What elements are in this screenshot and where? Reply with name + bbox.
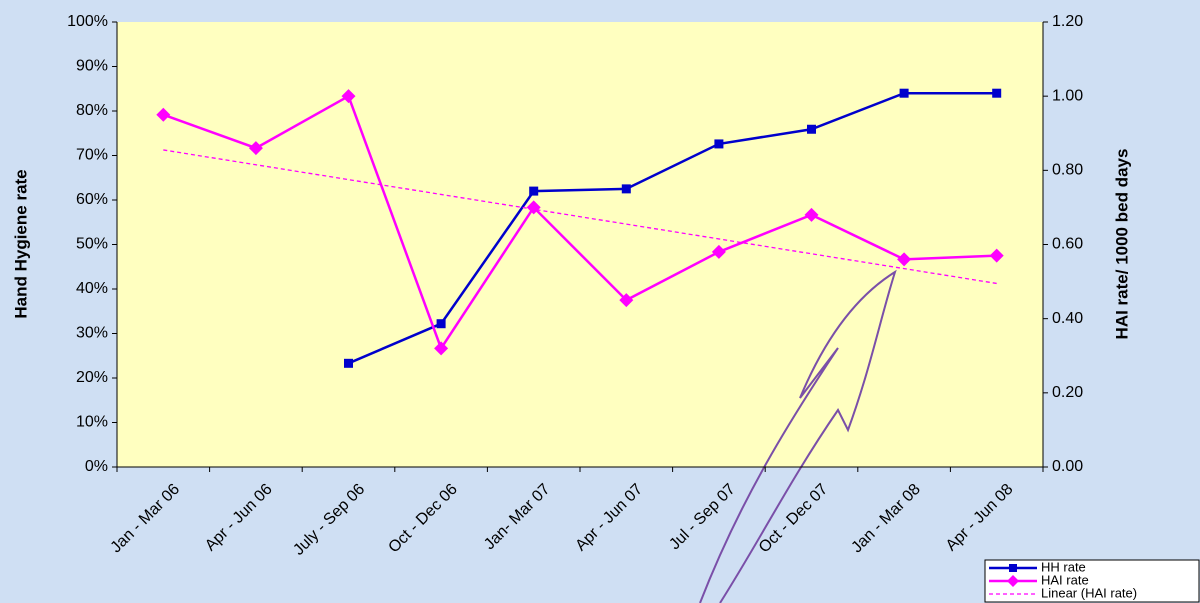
y2-tick-label: 1.00 xyxy=(1052,87,1083,104)
y2-axis-title: HAI rate/ 1000 bed days xyxy=(1112,149,1131,340)
x-tick-label: Apr - Jun 06 xyxy=(202,481,276,555)
y-tick-label: 40% xyxy=(76,280,108,297)
y2-tick-label: 0.00 xyxy=(1052,458,1083,475)
page: {"chart_data": {"type": "line", "categor… xyxy=(0,0,1200,603)
y-tick-label: 90% xyxy=(76,58,108,75)
y-tick-label: 80% xyxy=(76,102,108,119)
y-tick-label: 70% xyxy=(76,147,108,164)
y2-tick-label: 0.80 xyxy=(1052,162,1083,179)
y-tick-label: 30% xyxy=(76,325,108,342)
point xyxy=(900,89,909,98)
y-tick-label: 10% xyxy=(76,414,108,431)
y2-tick-label: 0.20 xyxy=(1052,384,1083,401)
x-tick-label: Jan - Mar 08 xyxy=(848,481,924,557)
y2-tick-label: 0.60 xyxy=(1052,236,1083,253)
x-tick-label: Jan- Mar 07 xyxy=(481,481,553,553)
y2-tick-label: 1.20 xyxy=(1052,13,1083,30)
x-tick-label: July - Sep 06 xyxy=(290,481,368,559)
legend-marker xyxy=(1009,564,1017,572)
x-tick-label: Jul - Sep 07 xyxy=(666,481,738,553)
y-axis-title: Hand Hygiene rate xyxy=(11,169,30,318)
x-tick-label: Oct - Dec 07 xyxy=(756,481,832,557)
point xyxy=(992,89,1001,98)
x-tick-label: Oct - Dec 06 xyxy=(385,481,461,557)
point xyxy=(714,139,723,148)
x-tick-label: Apr - Jun 08 xyxy=(943,481,1017,555)
x-tick-label: Jan - Mar 06 xyxy=(108,481,184,557)
point xyxy=(437,319,446,328)
y-tick-label: 50% xyxy=(76,236,108,253)
legend-label: Linear (HAI rate) xyxy=(1041,585,1137,600)
point xyxy=(622,184,631,193)
y-tick-label: 100% xyxy=(67,13,108,30)
y-tick-label: 0% xyxy=(85,458,108,475)
x-tick-label: Apr - Jun 07 xyxy=(572,481,646,555)
y-tick-label: 20% xyxy=(76,369,108,386)
chart: Hand Hygiene rate HAI rate/ 1000 bed day… xyxy=(0,0,1200,603)
y-tick-label: 60% xyxy=(76,191,108,208)
point xyxy=(344,359,353,368)
y2-tick-label: 0.40 xyxy=(1052,310,1083,327)
point xyxy=(529,187,538,196)
point xyxy=(807,125,816,134)
